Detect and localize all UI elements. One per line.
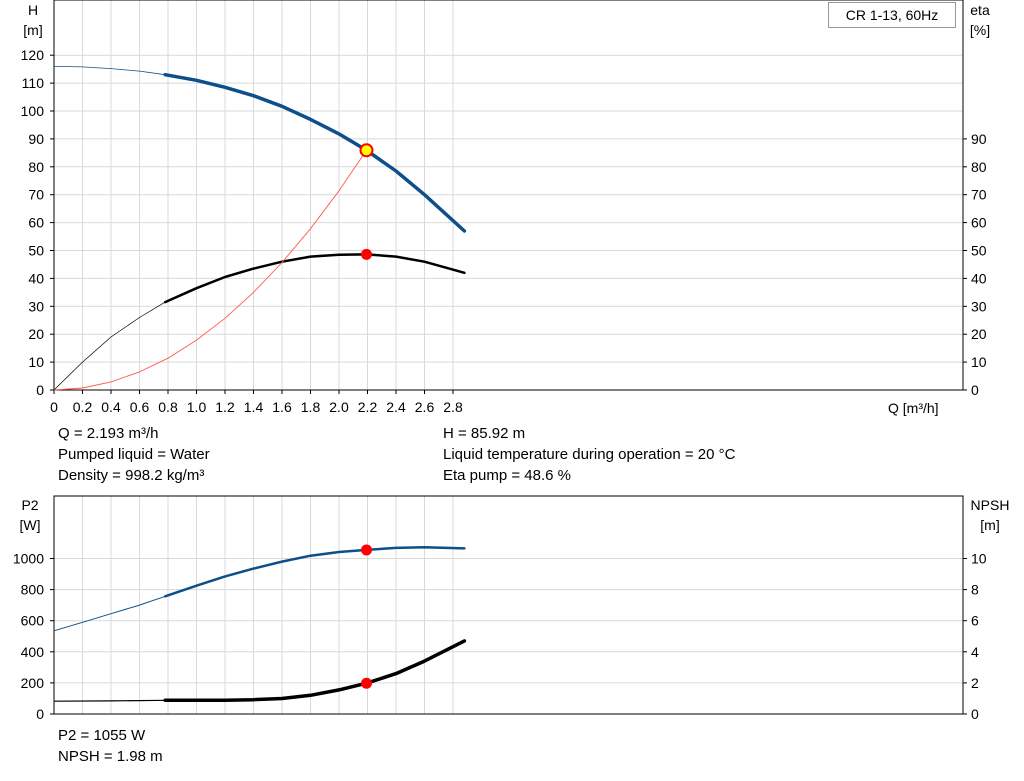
head-curve-extended	[53, 66, 166, 76]
top-right-tick-label: 30	[971, 298, 987, 314]
top-chart-grid	[53, 0, 964, 391]
bottom-right-tick-label: 10	[971, 551, 987, 567]
power-curve	[163, 546, 466, 598]
bottom-right-tick-label: 4	[971, 644, 979, 660]
bottom-plot-frame	[53, 495, 964, 715]
top-right-tick-label: 80	[971, 159, 987, 175]
bottom-left-tick-label: 800	[21, 582, 45, 598]
x-tick-label: 2.8	[443, 399, 463, 415]
npsh-axis-label: NPSH	[971, 497, 1010, 513]
bottom-right-tick-label: 2	[971, 675, 979, 691]
pump-model-legend: CR 1-13, 60Hz	[828, 2, 956, 28]
lower-info: P2 = 1055 W NPSH = 1.98 m	[58, 725, 163, 767]
bottom-chart-curves	[53, 546, 467, 703]
x-tick-label: 2.2	[358, 399, 378, 415]
top-right-tick-label: 0	[971, 382, 979, 398]
top-left-tick-label: 120	[21, 47, 45, 63]
flow-axis-label: Q [m³/h]	[888, 400, 939, 416]
top-left-tick-label: 110	[22, 75, 45, 91]
head-axis-unit: [m]	[23, 22, 42, 38]
x-tick-label: 1.8	[301, 399, 321, 415]
bottom-left-tick-label: 1000	[13, 551, 44, 567]
x-tick-label: 2.6	[415, 399, 435, 415]
x-tick-label: 0	[50, 399, 58, 415]
power-axis-label: P2	[21, 497, 38, 513]
bottom-left-tick-label: 200	[21, 675, 45, 691]
npsh-readout: NPSH = 1.98 m	[58, 748, 163, 765]
top-left-tick-label: 80	[28, 159, 44, 175]
top-right-tick-label: 60	[971, 215, 987, 231]
top-right-tick-label: 90	[971, 131, 987, 147]
bottom-right-tick-label: 8	[971, 582, 979, 598]
upper-info-right: H = 85.92 m Liquid temperature during op…	[443, 423, 735, 486]
bottom-left-tick-label: 400	[21, 644, 45, 660]
x-tick-label: 0.4	[101, 399, 121, 415]
x-tick-label: 0.6	[130, 399, 150, 415]
npsh-axis-unit: [m]	[980, 517, 999, 533]
eta-axis-label: eta	[970, 2, 990, 18]
top-left-tick-label: 10	[28, 354, 44, 370]
power-readout: P2 = 1055 W	[58, 727, 146, 744]
top-left-tick-label: 100	[21, 103, 45, 119]
system-curve-extended	[53, 150, 367, 391]
head-curve	[163, 72, 467, 233]
head-duty-point	[359, 143, 374, 158]
power-duty-point	[361, 544, 373, 556]
top-left-tick-label: 50	[28, 243, 44, 259]
bottom-chart-grid	[53, 495, 964, 715]
x-tick-label: 2.4	[386, 399, 406, 415]
density-readout: Density = 998.2 kg/m³	[58, 467, 205, 484]
top-right-tick-label: 20	[971, 326, 987, 342]
top-left-tick-label: 90	[28, 131, 44, 147]
duty-points	[359, 143, 374, 689]
bottom-left-tick-label: 600	[21, 613, 45, 629]
top-right-tick-label: 40	[971, 270, 987, 286]
top-left-tick-label: 30	[28, 298, 44, 314]
x-tick-label: 2.0	[329, 399, 349, 415]
bottom-left-tick-label: 0	[36, 706, 44, 722]
x-tick-label: 1.6	[272, 399, 292, 415]
top-right-tick-label: 70	[971, 187, 987, 203]
eta-axis-unit: [%]	[970, 22, 990, 38]
bottom-right-tick-label: 0	[971, 706, 979, 722]
top-chart-tick-labels: 0 10 20 30 40 50 60 70 80 90 100 110 120 0 10 20 30 40 50 6…	[21, 47, 987, 415]
eta-curve	[163, 253, 466, 304]
upper-info-left: Q = 2.193 m³/h Pumped liquid = Water Den…	[58, 423, 210, 486]
eta-duty-point	[361, 248, 373, 260]
x-tick-label: 1.4	[244, 399, 264, 415]
x-tick-label: 1.2	[215, 399, 235, 415]
bottom-chart-tick-labels: 0 200 400 600 800 1000 0 2 4 6 8 10	[13, 551, 987, 723]
flow-readout: Q = 2.193 m³/h	[58, 425, 159, 442]
top-left-tick-label: 40	[28, 270, 44, 286]
head-axis-label: H	[28, 2, 38, 18]
bottom-right-tick-label: 6	[971, 613, 979, 629]
x-tick-label: 0.2	[73, 399, 93, 415]
liquid-temperature-readout: Liquid temperature during operation = 20…	[443, 446, 736, 463]
top-left-tick-label: 20	[28, 326, 44, 342]
top-left-tick-label: 60	[28, 215, 44, 231]
x-tick-label: 1.0	[187, 399, 207, 415]
eta-pump-readout: Eta pump = 48.6 %	[443, 467, 571, 484]
top-right-tick-label: 10	[971, 354, 987, 370]
npsh-curve-extended	[53, 699, 166, 702]
x-tick-label: 0.8	[158, 399, 178, 415]
npsh-duty-point	[361, 677, 373, 689]
eta-curve-extended	[53, 301, 166, 391]
top-chart-curves	[53, 66, 467, 391]
head-readout: H = 85.92 m	[443, 425, 526, 442]
top-right-tick-label: 50	[971, 243, 987, 259]
power-axis-unit: [W]	[20, 517, 41, 533]
top-left-tick-label: 70	[28, 187, 44, 203]
pumped-liquid-readout: Pumped liquid = Water	[58, 446, 210, 463]
npsh-curve	[163, 639, 467, 703]
power-curve-extended	[53, 595, 166, 632]
top-left-tick-label: 0	[36, 382, 44, 398]
